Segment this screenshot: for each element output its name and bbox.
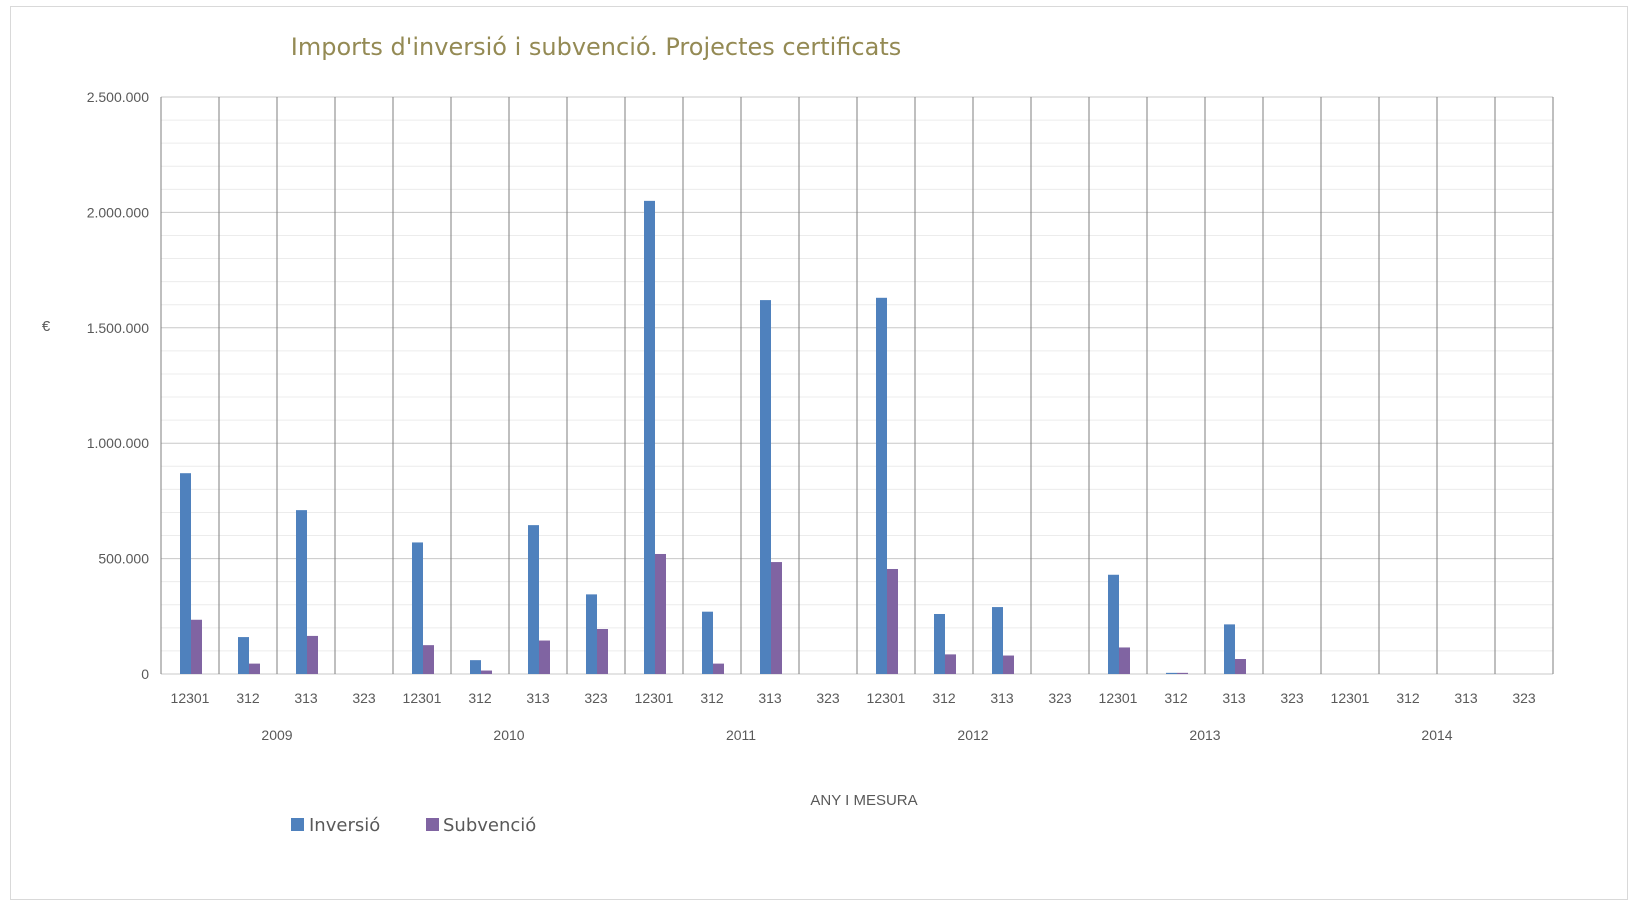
bar-inversio [702,611,713,674]
x-tick-label: 313 [294,690,318,706]
chart: Imports d'inversió i subvenció. Projecte… [42,33,1554,836]
y-tick-label: 2.500.000 [87,89,149,105]
bar-subvencio [481,670,492,674]
y-tick-label: 500.000 [98,551,149,567]
bar-inversio [412,542,423,674]
bar-subvencio [1119,647,1130,674]
bar-inversio [992,607,1003,674]
bar-inversio [760,300,771,674]
chart-title: Imports d'inversió i subvenció. Projecte… [291,33,901,61]
year-label: 2010 [493,727,524,743]
bar-subvencio [887,568,898,674]
ticks: 0 500.000 1.000.000 1.500.000 2.000.000 2.500… [87,89,1536,743]
x-tick-label: 313 [990,690,1014,706]
bar-inversio [586,594,597,674]
bars [180,200,1246,675]
x-tick-label: 312 [932,690,956,706]
bar-subvencio [1177,672,1188,674]
x-tick-label: 323 [1280,690,1304,706]
y-tick-label: 0 [141,666,149,682]
x-tick-label: 312 [236,690,260,706]
bar-subvencio [423,645,434,674]
x-tick-label: 323 [1512,690,1536,706]
x-tick-label: 12301 [403,690,442,706]
bar-subvencio [539,640,550,674]
x-tick-label: 313 [526,690,550,706]
bar-subvencio [771,562,782,674]
grid [160,96,1554,675]
bar-subvencio [1235,658,1246,674]
bar-subvencio [597,628,608,674]
bar-subvencio [713,663,724,674]
x-tick-label: 312 [700,690,724,706]
bar-inversio [876,297,887,674]
x-tick-label: 323 [1048,690,1072,706]
x-tick-label: 313 [1454,690,1478,706]
bar-subvencio [249,663,260,674]
x-tick-label: 12301 [171,690,210,706]
x-tick-label: 313 [758,690,782,706]
y-tick-label: 1.500.000 [87,320,149,336]
bar-inversio [238,637,249,674]
x-tick-label: 12301 [1331,690,1370,706]
chart-frame: Imports d'inversió i subvenció. Projecte… [10,6,1628,900]
bar-inversio [470,660,481,674]
x-tick-label: 323 [352,690,376,706]
bar-inversio [934,613,945,674]
year-label: 2013 [1189,727,1220,743]
bar-inversio [528,525,539,674]
bar-subvencio [191,619,202,674]
year-label: 2012 [957,727,988,743]
x-tick-label: 12301 [867,690,906,706]
x-tick-label: 313 [1222,690,1246,706]
legend: Inversió Subvenció [291,815,536,836]
x-axis-label: ANY I MESURA [810,792,917,809]
x-tick-label: 312 [468,690,492,706]
legend-swatch-subvencio [426,818,439,831]
bar-subvencio [1003,655,1014,674]
y-tick-label: 2.000.000 [87,204,149,220]
bar-inversio [296,510,307,674]
x-tick-label: 323 [816,690,840,706]
bar-subvencio [945,654,956,674]
x-tick-label: 12301 [635,690,674,706]
bar-inversio [1108,574,1119,674]
x-tick-label: 312 [1164,690,1188,706]
y-axis-label: € [42,318,51,335]
year-label: 2009 [261,727,292,743]
x-tick-label: 323 [584,690,608,706]
legend-label-inversio: Inversió [309,815,380,836]
bar-inversio [180,473,191,674]
bar-subvencio [655,553,666,674]
y-tick-label: 1.000.000 [87,435,149,451]
legend-swatch-inversio [291,818,304,831]
x-tick-label: 312 [1396,690,1420,706]
bar-inversio [644,200,655,675]
x-tick-label: 12301 [1099,690,1138,706]
bar-inversio [1166,672,1177,674]
legend-label-subvencio: Subvenció [443,815,536,836]
bar-subvencio [307,635,318,674]
bar-inversio [1224,624,1235,674]
year-label: 2014 [1421,727,1452,743]
year-label: 2011 [726,727,756,743]
